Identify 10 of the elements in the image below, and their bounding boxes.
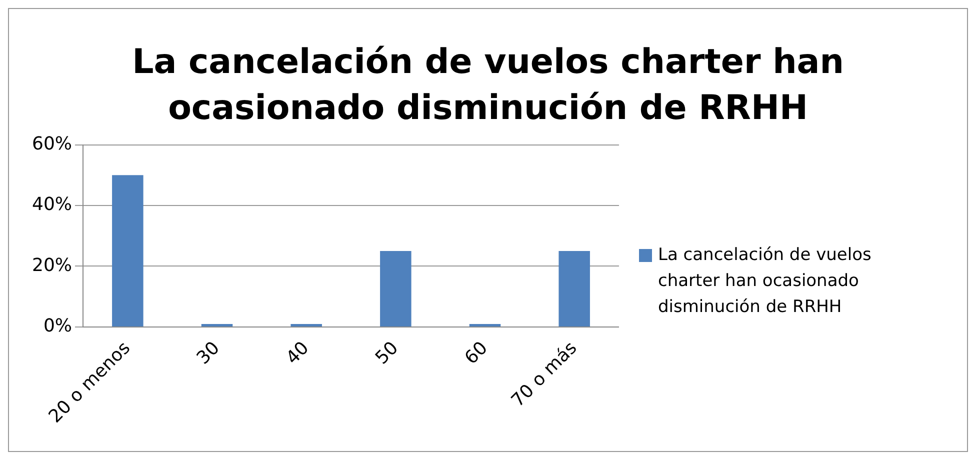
legend-label: La cancelación de vuelos charter han ocasionado disminución de RRHH xyxy=(658,244,872,319)
x-tick-label: 60 xyxy=(460,338,492,369)
y-tick-label: 20% xyxy=(32,254,72,276)
x-tick-label: 40 xyxy=(282,338,314,369)
y-tick-label: 60% xyxy=(32,133,72,154)
y-tick-label: 40% xyxy=(32,194,72,216)
chart-title: La cancelación de vuelos charter han ocasionado disminución de RRHH xyxy=(131,41,845,130)
x-tick-label: 50 xyxy=(371,338,403,369)
x-tick-label: 30 xyxy=(192,338,224,369)
y-tick-label: 0% xyxy=(43,316,72,337)
